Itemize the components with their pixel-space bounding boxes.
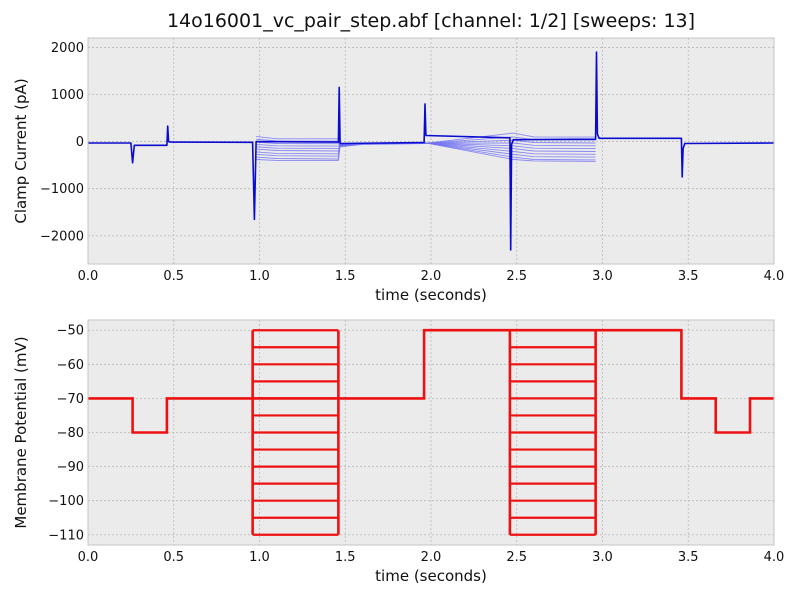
voltage-traces bbox=[88, 328, 774, 536]
chart-title: 14o16001_vc_pair_step.abf [channel: 1/2]… bbox=[166, 10, 696, 32]
voltage-x-tick-label: 4.0 bbox=[764, 550, 785, 565]
voltage-x-tick-label: 0.5 bbox=[163, 550, 184, 565]
current-x-tick-label: 3.0 bbox=[592, 269, 613, 284]
voltage-x-tick-label: 1.0 bbox=[249, 550, 270, 565]
current-main-trace bbox=[88, 51, 774, 251]
current-x-tick-label: 0.0 bbox=[78, 269, 99, 284]
voltage-x-axis-label: time (seconds) bbox=[375, 567, 487, 585]
current-x-tick-label: 3.5 bbox=[678, 269, 699, 284]
voltage-plot-border bbox=[87, 319, 775, 546]
voltage-x-tick-label: 3.5 bbox=[678, 550, 699, 565]
voltage-x-tick-label: 1.5 bbox=[335, 550, 356, 565]
voltage-command-trace bbox=[88, 328, 774, 434]
voltage-x-tick-label: 0.0 bbox=[78, 550, 99, 565]
current-traces bbox=[88, 51, 774, 251]
voltage-y-tick-label: −50 bbox=[57, 324, 84, 339]
voltage-x-tick-label: 2.0 bbox=[421, 550, 442, 565]
current-y-tick-label: 1000 bbox=[51, 88, 84, 103]
current-x-tick-label: 0.5 bbox=[163, 269, 184, 284]
voltage-y-tick-label: −110 bbox=[48, 528, 84, 543]
current-x-tick-label: 1.5 bbox=[335, 269, 356, 284]
current-y-tick-label: 2000 bbox=[51, 41, 84, 56]
current-x-tick-label: 2.5 bbox=[506, 269, 527, 284]
current-y-tick-label: 0 bbox=[76, 135, 84, 150]
voltage-y-axis-label: Membrane Potential (mV) bbox=[12, 336, 30, 528]
current-y-tick-label: −2000 bbox=[40, 229, 84, 244]
voltage-y-tick-label: −90 bbox=[57, 460, 84, 475]
current-y-tick-label: −1000 bbox=[40, 182, 84, 197]
voltage-y-tick-label: −60 bbox=[57, 358, 84, 373]
current-x-tick-label: 1.0 bbox=[249, 269, 270, 284]
current-x-axis-label: time (seconds) bbox=[375, 286, 487, 304]
voltage-plot: 0.0 0.5 1.0 1.5 2.0 2.5 3.0 3.5 4.0 −50 −60 −70 −80 −… bbox=[12, 319, 785, 585]
current-x-tick-label: 4.0 bbox=[764, 269, 785, 284]
voltage-x-tick-label: 3.0 bbox=[592, 550, 613, 565]
voltage-y-tick-label: −80 bbox=[57, 426, 84, 441]
current-plot-border bbox=[87, 37, 775, 265]
voltage-y-tick-label: −100 bbox=[48, 494, 84, 509]
current-x-tick-label: 2.0 bbox=[421, 269, 442, 284]
voltage-x-tick-label: 2.5 bbox=[506, 550, 527, 565]
current-y-axis-label: Clamp Current (pA) bbox=[12, 78, 30, 223]
current-plot: 0.0 0.5 1.0 1.5 2.0 2.5 3.0 3.5 4.0 −2000 −1000 0 10… bbox=[12, 37, 785, 304]
voltage-y-tick-label: −70 bbox=[57, 392, 84, 407]
